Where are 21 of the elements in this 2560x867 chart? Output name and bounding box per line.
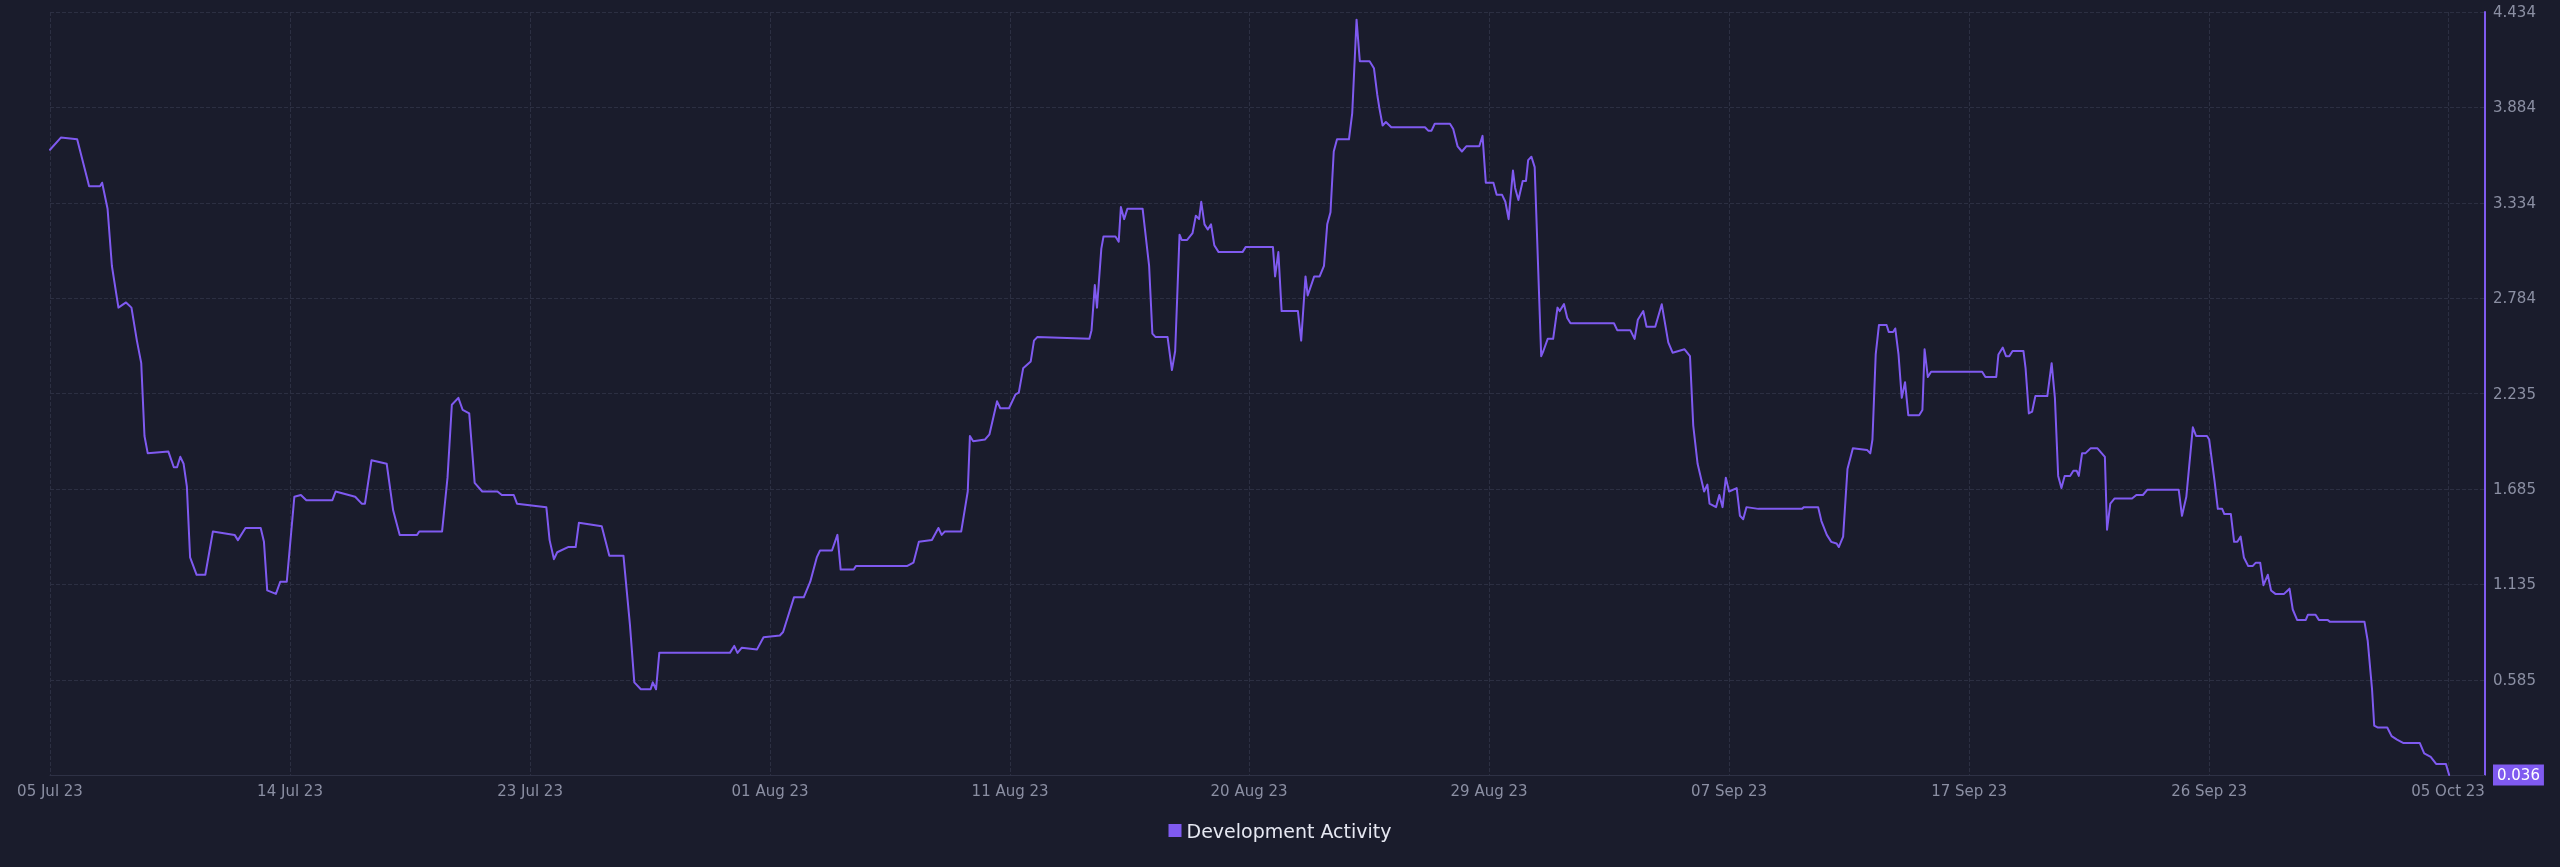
x-tick-label: 05 Jul 23 bbox=[17, 781, 83, 800]
y-tick-label: 3.334 bbox=[2493, 193, 2536, 212]
y-tick-label: 2.784 bbox=[2493, 289, 2536, 308]
x-tick-label: 11 Aug 23 bbox=[971, 781, 1049, 800]
y-tick-label: 1.685 bbox=[2493, 479, 2536, 498]
x-tick-label: 26 Sep 23 bbox=[2171, 781, 2248, 800]
legend-label: Development Activity bbox=[1186, 819, 1392, 842]
y-tick-label: 0.585 bbox=[2493, 670, 2536, 689]
y-tick-label: 1.135 bbox=[2493, 575, 2536, 594]
y-tick-label: 4.434 bbox=[2493, 3, 2536, 21]
y-tick-label: 2.235 bbox=[2493, 384, 2536, 403]
x-tick-label: 20 Aug 23 bbox=[1210, 781, 1288, 800]
y-tick-label: 0.036 bbox=[2497, 766, 2540, 784]
x-tick-label: 14 Jul 23 bbox=[257, 781, 323, 800]
x-tick-label: 07 Sep 23 bbox=[1691, 781, 1768, 800]
x-tick-label: 01 Aug 23 bbox=[731, 781, 809, 800]
x-tick-label: 23 Jul 23 bbox=[497, 781, 563, 800]
y-tick-label: 3.884 bbox=[2493, 98, 2536, 117]
x-tick-label: 05 Oct 23 bbox=[2411, 781, 2485, 800]
x-tick-label: 29 Aug 23 bbox=[1450, 781, 1528, 800]
x-tick-label: 17 Sep 23 bbox=[1931, 781, 2008, 800]
